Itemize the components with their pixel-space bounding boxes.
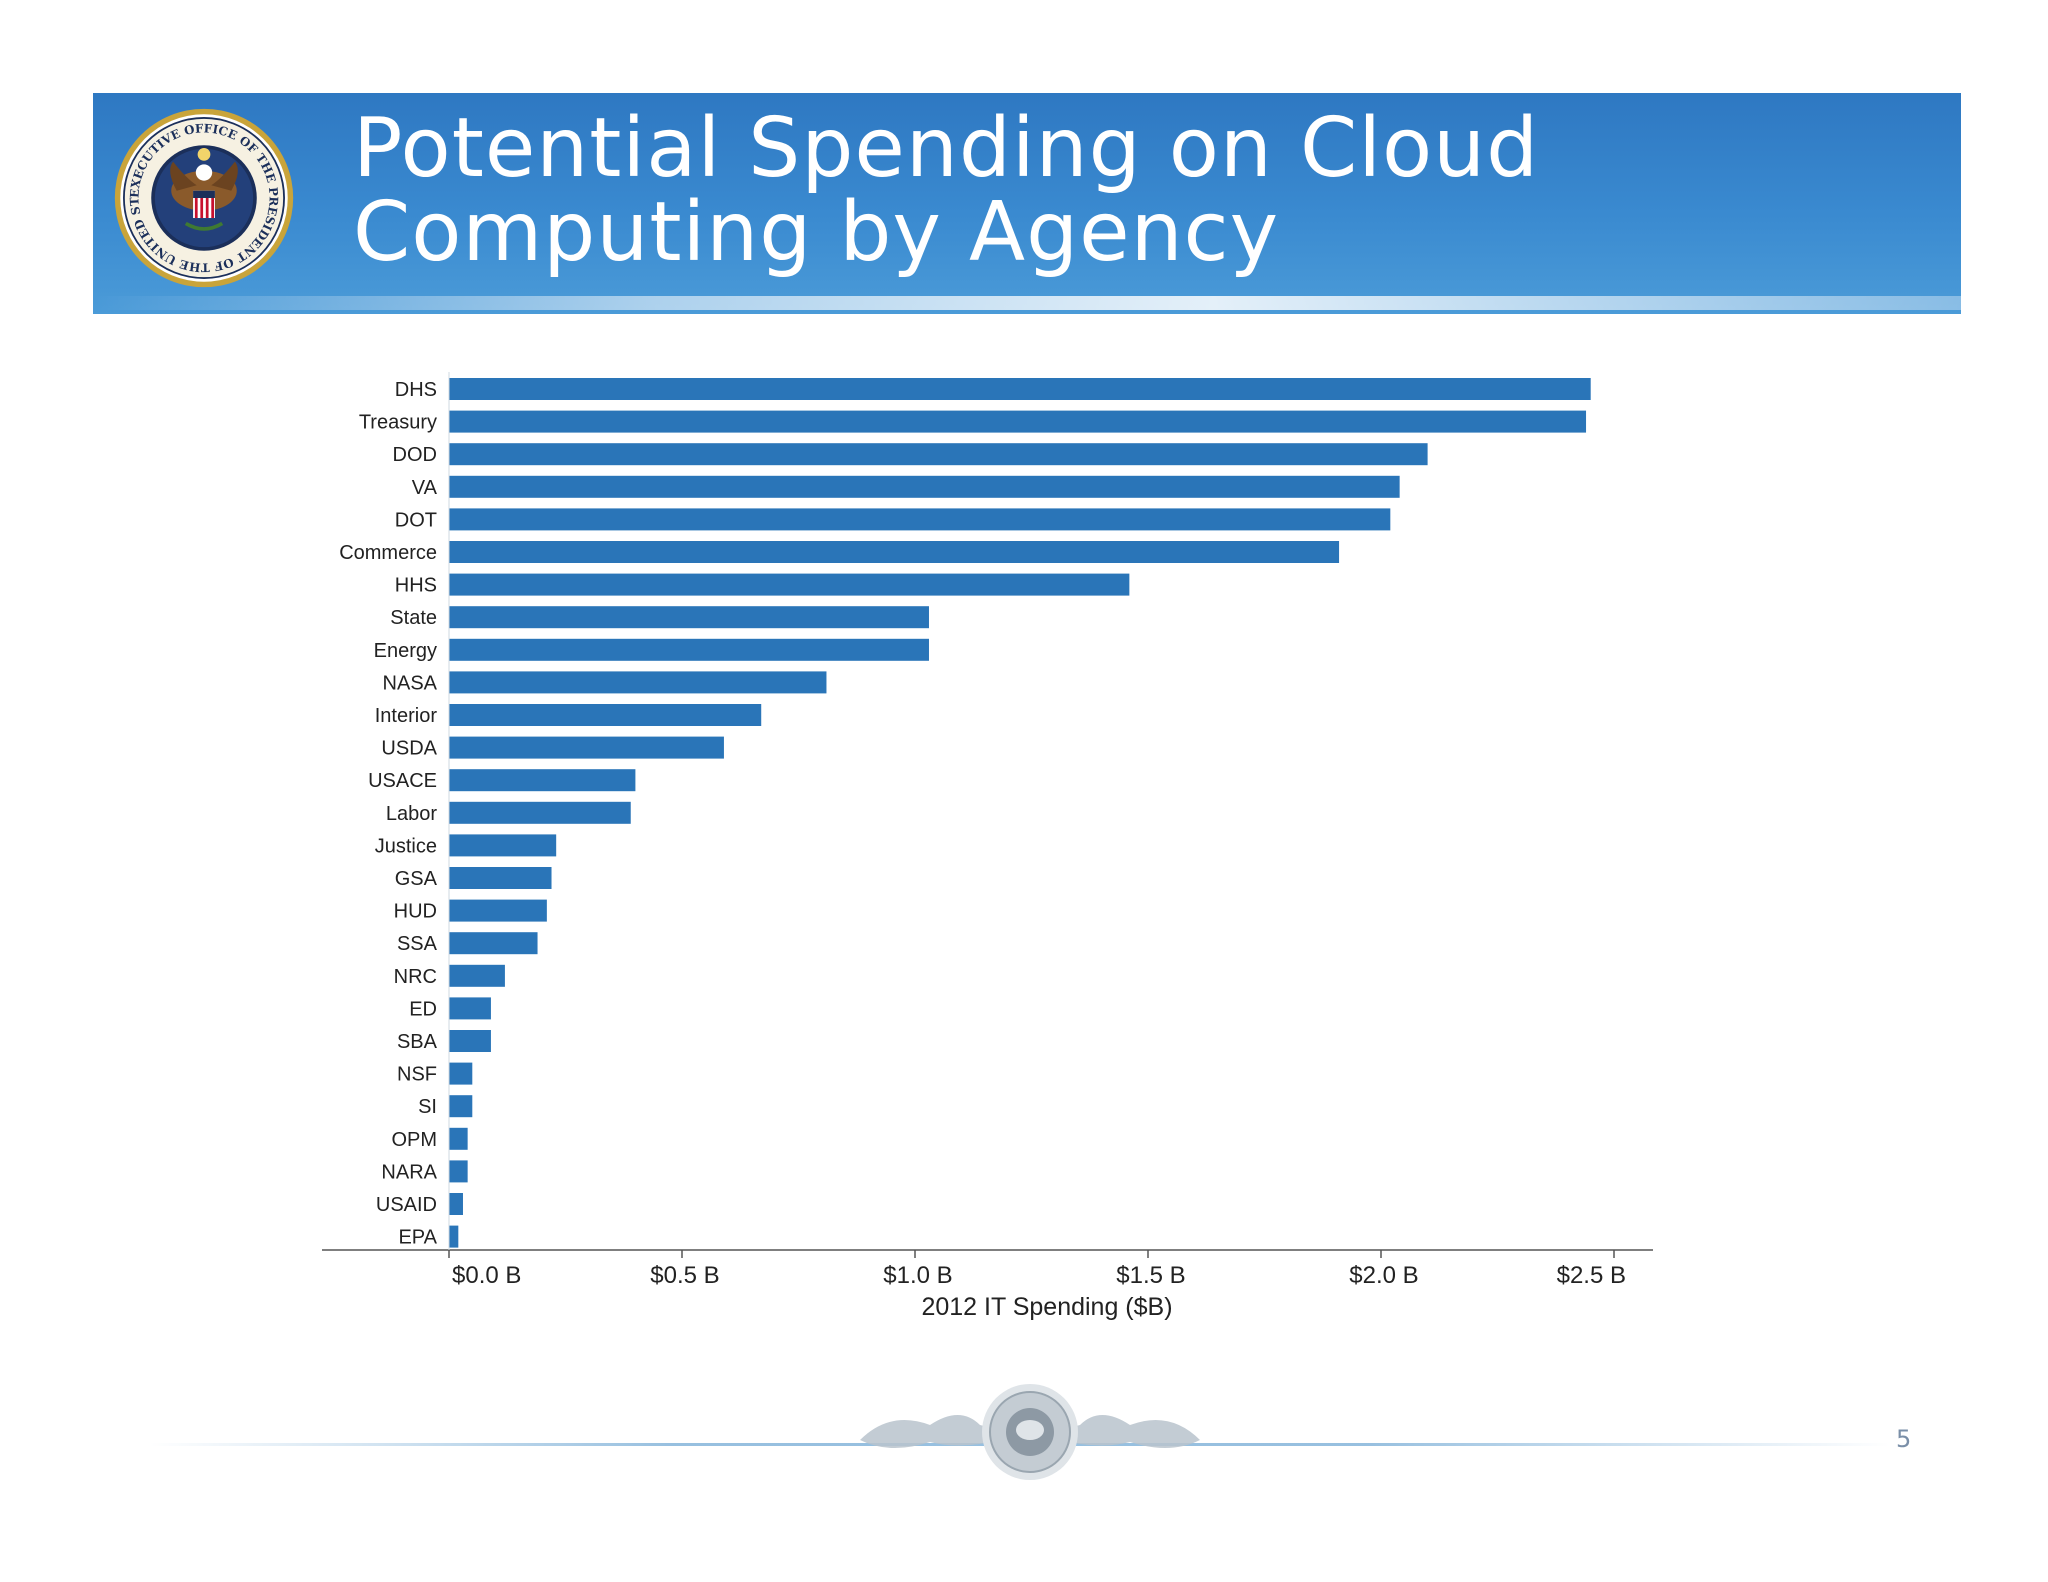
presidential-seal-icon: EXECUTIVE OFFICE OF THE PRESIDENT OF THE… xyxy=(113,107,294,288)
bars-group xyxy=(449,378,1591,1248)
bar-dhs xyxy=(449,378,1591,400)
category-label-energy: Energy xyxy=(374,640,437,662)
category-label-justice: Justice xyxy=(375,835,437,857)
category-label-opm: OPM xyxy=(391,1129,437,1151)
footer-seal-emblem-icon xyxy=(860,1384,1200,1480)
x-tick-label: $2.0 B xyxy=(1349,1262,1418,1289)
category-label-nasa: NASA xyxy=(383,672,438,694)
bar-ssa xyxy=(449,932,538,955)
category-label-hhs: HHS xyxy=(395,575,437,597)
category-label-interior: Interior xyxy=(375,705,438,727)
bar-energy xyxy=(449,638,929,661)
bar-dod xyxy=(449,443,1428,466)
bar-hhs xyxy=(449,573,1130,596)
x-tick-label: $0.5 B xyxy=(650,1262,719,1289)
category-label-gsa: GSA xyxy=(395,868,438,890)
category-label-va: VA xyxy=(412,477,438,499)
bar-commerce xyxy=(449,541,1340,563)
category-label-commerce: Commerce xyxy=(339,542,437,564)
category-label-usace: USACE xyxy=(368,770,437,792)
category-label-treasury: Treasury xyxy=(359,412,437,434)
category-label-ssa: SSA xyxy=(397,933,438,955)
bar-hud xyxy=(449,899,547,922)
category-label-hud: HUD xyxy=(394,901,437,923)
x-tick-label: $0.0 B xyxy=(452,1262,521,1289)
category-label-dhs: DHS xyxy=(395,379,437,401)
header-stripe xyxy=(93,296,1961,310)
title-line-1: Potential Spending on Cloud xyxy=(353,101,1540,196)
category-label-nrc: NRC xyxy=(394,966,437,988)
x-axis-label: 2012 IT Spending ($B) xyxy=(921,1293,1172,1321)
category-label-ed: ED xyxy=(409,998,437,1020)
slide-header: EXECUTIVE OFFICE OF THE PRESIDENT OF THE… xyxy=(93,93,1961,314)
bar-usaid xyxy=(449,1193,463,1215)
category-label-nsf: NSF xyxy=(397,1064,437,1086)
bar-usda xyxy=(449,736,724,759)
bar-sba xyxy=(449,1030,491,1052)
page-number: 5 xyxy=(1896,1425,1912,1453)
category-label-dod: DOD xyxy=(393,444,437,466)
category-label-state: State xyxy=(390,607,437,629)
bar-interior xyxy=(449,704,762,726)
x-axis-group: $0.0 B $0.5 B $1.0 B $1.5 B $2.0 B $2.5 B xyxy=(322,372,1653,1289)
category-label-sba: SBA xyxy=(397,1031,438,1053)
category-label-usda: USDA xyxy=(381,738,437,760)
category-label-epa: EPA xyxy=(398,1227,437,1249)
category-labels-group: DHS Treasury DOD VA DOT Commerce HHS State Energ… xyxy=(339,379,437,1249)
bar-nasa xyxy=(449,671,827,694)
bar-ed xyxy=(449,997,491,1020)
category-label-si: SI xyxy=(418,1096,437,1118)
category-label-usaid: USAID xyxy=(376,1194,437,1216)
title-line-2: Computing by Agency xyxy=(353,185,1280,280)
bar-nara xyxy=(449,1160,468,1183)
bar-state xyxy=(449,606,929,629)
bar-si xyxy=(449,1095,473,1118)
category-label-labor: Labor xyxy=(386,803,437,825)
x-tick-label: $1.5 B xyxy=(1116,1262,1185,1289)
category-label-nara: NARA xyxy=(381,1161,437,1183)
bar-usace xyxy=(449,769,636,792)
bar-nsf xyxy=(449,1062,473,1085)
bar-va xyxy=(449,475,1400,498)
bar-treasury xyxy=(449,410,1587,433)
x-tick-label: $1.0 B xyxy=(883,1262,952,1289)
bar-labor xyxy=(449,801,631,824)
bar-justice xyxy=(449,834,557,857)
bar-dot xyxy=(449,508,1391,531)
bar-nrc xyxy=(449,964,505,987)
bar-gsa xyxy=(449,867,552,889)
bar-opm xyxy=(449,1127,468,1150)
x-tick-label: $2.5 B xyxy=(1557,1262,1626,1289)
slide-title: Potential Spending on Cloud Computing by… xyxy=(353,107,1913,275)
bar-epa xyxy=(449,1225,459,1248)
category-label-dot: DOT xyxy=(395,509,437,531)
